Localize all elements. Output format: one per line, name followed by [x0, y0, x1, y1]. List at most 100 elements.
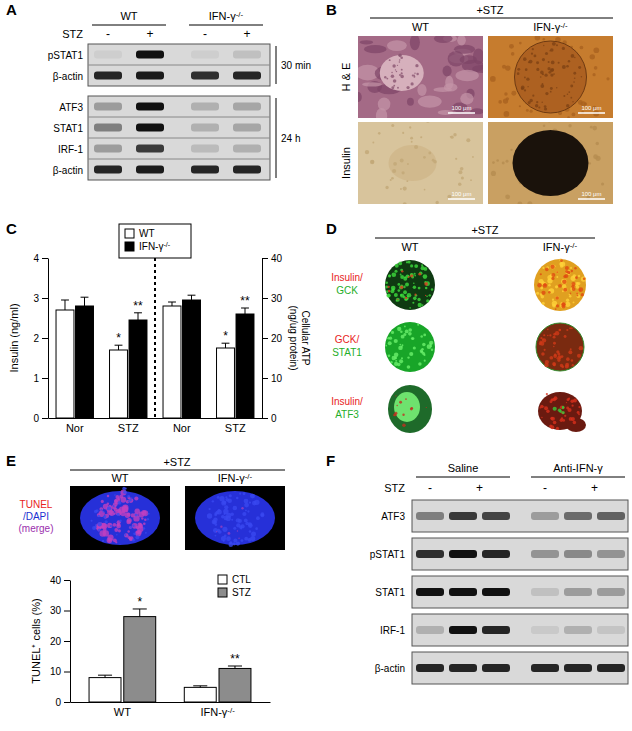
texture [117, 511, 122, 516]
legend-label: WT [139, 228, 155, 239]
texture [231, 519, 233, 521]
texture [237, 530, 238, 531]
texture [559, 259, 562, 262]
texture [426, 299, 429, 302]
texture [388, 341, 392, 345]
texture [429, 294, 431, 296]
texture [113, 523, 117, 527]
texture [571, 276, 576, 281]
image: 100 μm [358, 122, 483, 204]
texture [562, 65, 566, 69]
texture [407, 293, 412, 298]
band [482, 664, 510, 672]
texture [541, 352, 544, 355]
texture [556, 87, 557, 88]
texture [571, 54, 575, 58]
texture [580, 46, 584, 50]
texture [107, 506, 111, 510]
texture [220, 525, 222, 527]
y-tick-label: 3 [33, 293, 39, 304]
texture [390, 179, 392, 181]
texture [529, 60, 533, 64]
texture [556, 358, 558, 360]
column-label: WT [111, 472, 128, 484]
texture [551, 277, 554, 280]
texture [410, 408, 413, 411]
texture [553, 421, 557, 425]
texture [560, 259, 563, 262]
texture [385, 345, 387, 347]
x-axis: WTIFN-γ-/- [71, 702, 271, 718]
band [564, 512, 592, 520]
x-tick-label: Nor [66, 422, 84, 434]
texture [502, 162, 505, 165]
band [564, 626, 592, 634]
blot-label: β-actin [375, 663, 405, 674]
texture [424, 189, 426, 191]
texture [364, 45, 387, 53]
texture [119, 519, 121, 521]
x-tick: IFN-γ-/- [200, 702, 235, 718]
band [597, 588, 625, 596]
blot-label: STAT1 [53, 123, 83, 134]
texture [399, 344, 401, 346]
texture [239, 493, 241, 495]
texture [399, 61, 401, 63]
texture [527, 86, 528, 87]
texture [114, 499, 118, 503]
channel-label: GCK/ [335, 334, 360, 345]
texture [567, 116, 570, 118]
blot-frame [412, 652, 628, 684]
x-tick-label: STZ [225, 422, 246, 434]
texture [593, 154, 598, 159]
image-background [375, 380, 445, 438]
texture [395, 360, 397, 362]
texture [221, 515, 225, 519]
texture [365, 150, 369, 154]
scale-bar [448, 198, 475, 200]
blot-frame [88, 44, 270, 86]
texture [391, 331, 394, 334]
image [185, 486, 285, 550]
scale-bar [578, 112, 605, 114]
texture [543, 334, 545, 336]
texture [456, 70, 479, 81]
texture [212, 520, 217, 525]
texture [115, 541, 117, 543]
texture [546, 393, 548, 395]
annotation: * [137, 595, 142, 609]
texture [141, 517, 143, 519]
texture [583, 277, 586, 280]
texture [424, 360, 426, 362]
texture [532, 48, 534, 50]
band [233, 51, 261, 59]
time-label: 24 h [281, 133, 300, 144]
texture [549, 424, 552, 427]
texture [126, 500, 130, 504]
band [449, 588, 477, 596]
column-label: IFN-γ-/- [543, 241, 578, 253]
texture [388, 290, 390, 292]
y2-tick-label: 10 [271, 373, 283, 384]
texture [566, 299, 569, 302]
texture [573, 421, 576, 424]
texture [401, 357, 403, 359]
texture [562, 302, 566, 306]
islet [380, 55, 424, 91]
texture [578, 413, 580, 415]
legend-swatch [218, 588, 227, 597]
texture [565, 270, 568, 273]
texture [98, 529, 100, 531]
legend-swatch [218, 575, 227, 584]
texture [396, 298, 400, 302]
texture [397, 363, 401, 367]
texture [414, 264, 418, 268]
texture [405, 297, 407, 299]
texture [386, 78, 388, 80]
texture [472, 156, 474, 158]
blot-label: IRF-1 [380, 625, 405, 636]
texture [569, 417, 573, 421]
texture [248, 523, 253, 528]
texture [418, 95, 442, 107]
x-axis-line [49, 418, 263, 419]
